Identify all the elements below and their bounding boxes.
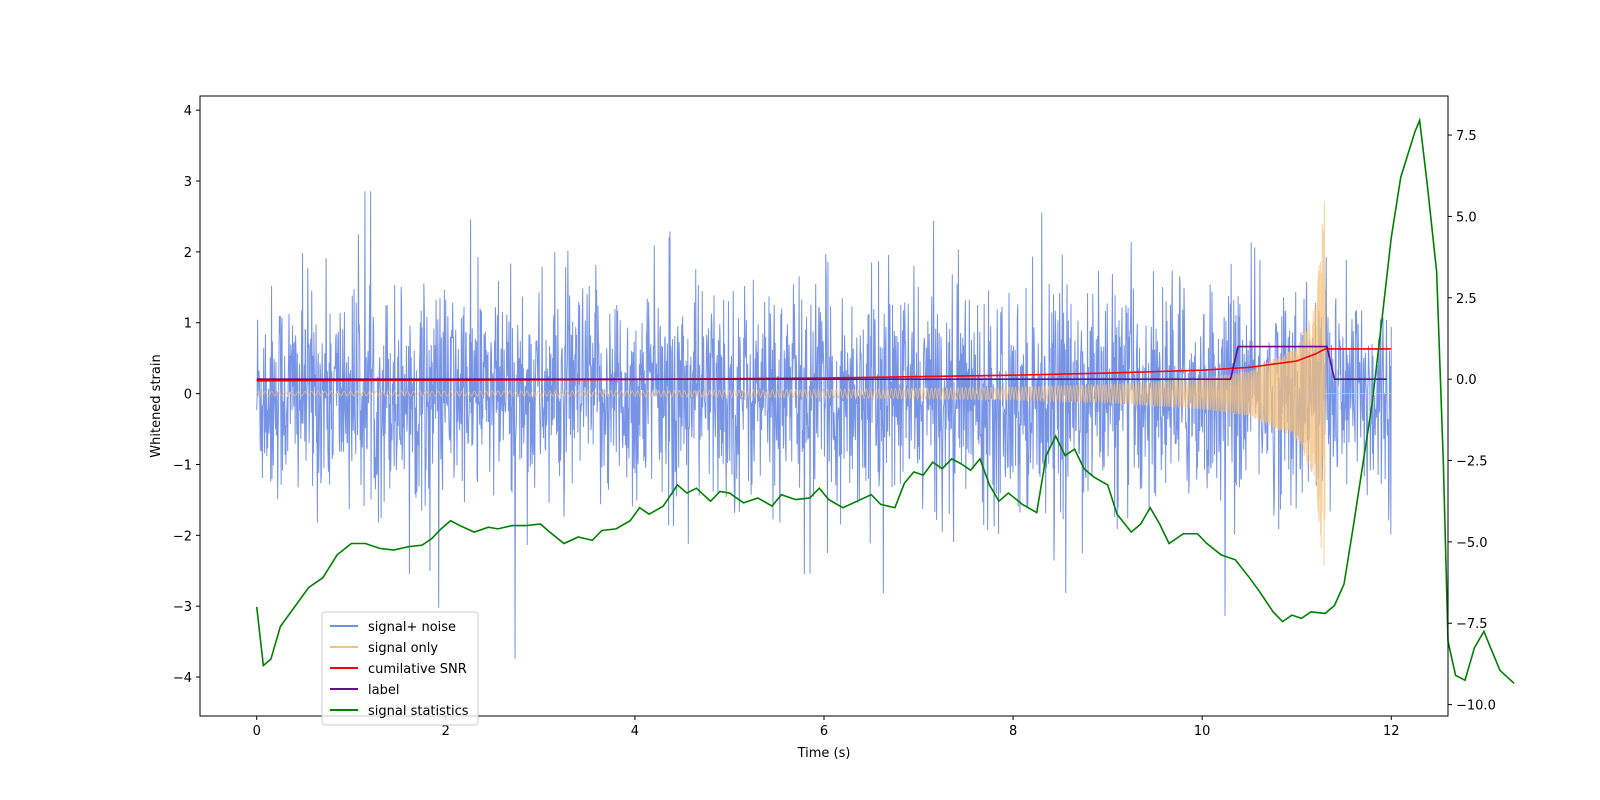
y-axis-label: Whitened strain [149,354,164,457]
legend-label: label [368,683,399,698]
y2-tick-label: 2.5 [1456,292,1477,307]
x-tick-label: 10 [1194,724,1211,739]
y2-tick-label: −2.5 [1456,455,1488,470]
y-tick-label: −1 [173,458,192,473]
legend-label: signal statistics [368,704,469,719]
series-signal-only-line [256,200,1392,566]
x-tick-label: 4 [631,724,639,739]
x-tick-label: 6 [820,724,828,739]
y-tick-label: 0 [184,388,192,403]
legend-box [321,611,479,726]
y2-tick-label: −5.0 [1456,536,1488,551]
y2-tick-label: 7.5 [1456,129,1477,144]
y-tick-label: 1 [184,317,192,332]
legend-label: signal+ noise [368,620,456,635]
plot-area [255,117,1515,685]
y-tick-label: −2 [173,529,192,544]
x-tick-label: 2 [442,724,450,739]
y-tick-label: −3 [173,600,192,615]
legend-label: cumilative SNR [368,662,467,677]
x-axis-label: Time (s) [797,746,851,761]
series-label-line [256,345,1387,380]
y2-tick-label: 0.0 [1456,373,1477,388]
y2-tick-label: −7.5 [1456,617,1488,632]
x-tick-label: 0 [253,724,261,739]
y2-tick-label: −10.0 [1456,699,1496,714]
y-axis-left: −4 −3 −2 −1 0 1 2 3 4 [173,104,200,686]
legend-label: signal only [368,641,438,656]
y-axis-right: −10.0 −7.5 −5.0 −2.5 0.0 2.5 5.0 7.5 [1448,129,1496,714]
legend: signal+ noise signal only cumilative SNR la… [321,611,479,726]
series-signal-statistics-line [255,117,1515,685]
x-tick-label: 12 [1383,724,1400,739]
y2-tick-label: 5.0 [1456,210,1477,225]
y-tick-label: −4 [173,671,192,686]
y-tick-label: 3 [184,175,192,190]
x-tick-label: 8 [1009,724,1017,739]
y-tick-label: 4 [184,104,192,119]
series-signal-noise-line [256,191,1392,659]
x-axis: 0 2 4 6 8 10 12 [253,716,1400,739]
y-tick-label: 2 [184,246,192,261]
